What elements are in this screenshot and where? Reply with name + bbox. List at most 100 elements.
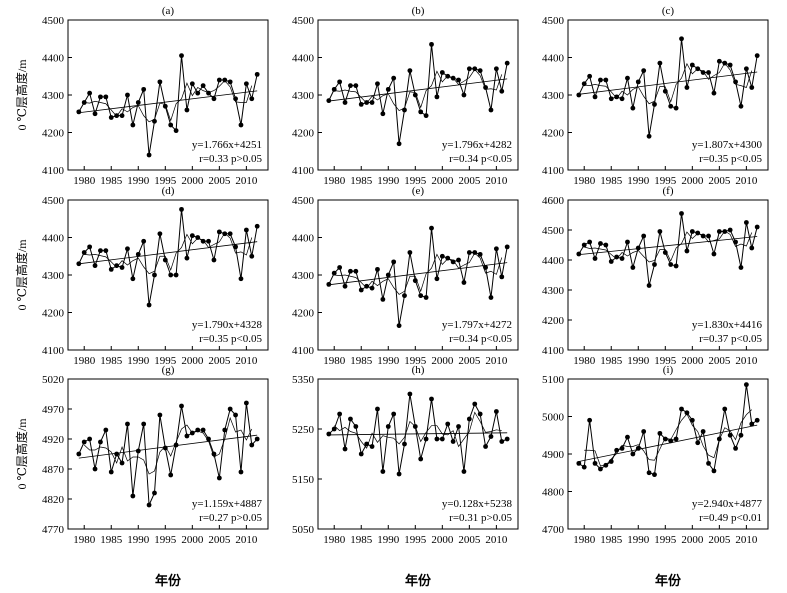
data-point [391,411,397,417]
data-point [358,101,364,107]
data-point [488,434,494,439]
data-point [98,248,103,254]
regression-equation: y=1.796x+4282 [442,139,512,151]
y-tick-label: 4200 [292,128,315,140]
data-point [646,470,652,476]
series-line [78,209,258,306]
panel-title: (a) [162,5,175,17]
data-point [499,439,505,444]
data-point [342,446,348,452]
chart-panel: (a) 4100 4200 4300 4400 4500 1980 1985 1990 1995 2… [14,5,269,187]
data-point [402,293,407,299]
series-line [328,393,508,475]
data-point [652,101,657,107]
data-point [243,81,249,87]
y-tick-label: 4200 [42,308,65,320]
y-tick-label: 5250 [292,424,315,436]
data-point [689,62,695,68]
data-point [587,417,593,423]
data-point [679,211,684,216]
data-point [162,257,168,263]
data-point [233,412,238,418]
data-point [98,94,103,100]
data-point [456,257,461,263]
data-point [619,445,625,451]
data-point [716,229,722,234]
data-point [92,111,98,117]
data-point [684,248,690,254]
data-point [587,73,593,79]
x-tick-label: 1980 [573,534,596,546]
data-point [722,60,728,66]
data-point [749,245,755,251]
data-point [396,141,402,147]
data-point [211,257,217,263]
data-point [625,75,630,81]
data-point [614,94,620,100]
y-tick-label: 4400 [292,53,315,65]
data-point [749,85,755,90]
data-point [337,411,343,417]
trend-line [328,262,508,286]
data-point [662,250,668,255]
data-point [173,442,179,448]
panel-title: (i) [663,364,674,376]
data-point [125,246,130,252]
data-point [630,105,636,111]
y-tick-label: 4600 [542,195,565,207]
x-tick-label: 2000 [181,175,204,187]
data-point [662,436,668,442]
data-point [418,456,424,462]
data-point [700,233,706,239]
data-point [434,94,440,100]
data-point [695,230,701,236]
chart-panel: (d) 4100 4200 4300 4400 4500 1980 1985 1990 1995 2… [14,185,269,367]
data-point [375,81,380,87]
series-line [78,402,258,506]
data-point [76,451,82,457]
data-point [743,66,749,72]
data-point [396,323,402,329]
data-point [141,86,147,92]
data-point [348,416,353,422]
x-tick-label: 1980 [323,175,346,187]
y-tick-label: 5100 [542,374,565,386]
data-point [119,460,125,466]
data-point [668,262,674,267]
x-tick-label: 2005 [458,534,481,546]
data-point [157,231,163,237]
data-point [483,444,488,449]
data-point [396,471,402,477]
data-point [733,79,738,85]
data-point [146,502,152,508]
data-point [749,421,755,427]
data-point [380,469,386,474]
data-point [439,70,445,75]
x-tick-label: 1985 [100,355,123,367]
data-point [195,427,201,433]
data-point [657,430,663,436]
x-tick-label: 1985 [100,534,123,546]
data-point [423,436,429,442]
data-point [385,272,391,278]
data-point [108,266,114,272]
x-tick-label: 2000 [181,534,204,546]
series-line [78,55,258,156]
data-point [695,66,701,72]
x-tick-label: 1995 [654,175,677,187]
data-point [722,229,728,234]
data-point [614,254,620,260]
data-point [152,490,157,496]
data-point [625,434,630,440]
regression-stats: r=0.33 p>0.05 [199,153,262,165]
data-point [114,113,120,119]
x-tick-label: 2005 [458,355,481,367]
data-point [472,250,478,255]
data-point [412,424,418,429]
data-point [587,239,593,245]
data-point [402,107,407,113]
y-tick-label: 4900 [542,449,565,461]
data-point [722,406,728,412]
data-point [364,100,370,105]
data-point [592,256,598,261]
